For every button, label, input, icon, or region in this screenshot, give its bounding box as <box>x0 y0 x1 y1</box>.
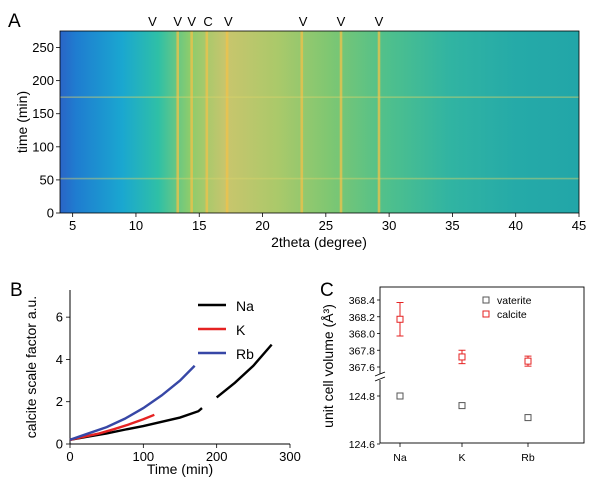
legend-swatch-calcite <box>482 310 490 318</box>
peak-marker-6: V <box>337 14 346 29</box>
panel-b-y-axis-label: calcite scale factor a.u. <box>23 296 39 438</box>
panel-label-a: A <box>8 11 21 32</box>
panel-b-y-ticks: 0 2 4 6 <box>56 310 70 452</box>
panel-c-scatter: 368.4 368.2 368.0 367.8 367.6 124.8 124.6 Na K R… <box>320 286 585 464</box>
y-tick-label-4: 200 <box>32 73 54 88</box>
c-x-tick-label-0: Na <box>393 452 407 464</box>
panel-label-c: C <box>320 280 334 301</box>
b-y-tick-label-3: 6 <box>56 310 63 325</box>
c-upper-tick-label-2: 368.0 <box>349 329 375 341</box>
heatmap-y-ticks: 0 50 100 150 200 250 <box>32 40 60 221</box>
heatmap-x-axis-label: 2theta (degree) <box>271 234 367 250</box>
peak-marker-2: V <box>187 14 196 29</box>
x-tick-label-2: 15 <box>192 218 206 233</box>
x-tick-label-6: 35 <box>445 218 459 233</box>
x-tick-label-1: 10 <box>129 218 143 233</box>
c-lower-tick-label-0: 124.8 <box>349 391 375 403</box>
x-tick-label-5: 30 <box>382 218 396 233</box>
peak-marker-7: V <box>375 14 384 29</box>
peak-line-4 <box>300 31 304 213</box>
legend-label-k: K <box>236 322 246 338</box>
legend-label-rb: Rb <box>236 346 254 362</box>
point-vaterite-rb <box>524 414 532 422</box>
y-tick-label-1: 50 <box>40 172 54 187</box>
heatmap-area <box>60 31 579 213</box>
y-tick-label-3: 150 <box>32 106 54 121</box>
b-y-tick-label-1: 2 <box>56 394 63 409</box>
panel-c-legend: vaterite calcite <box>482 295 532 321</box>
c-upper-tick-label-4: 367.6 <box>349 362 375 374</box>
b-x-tick-label-3: 300 <box>279 449 301 464</box>
heatmap-y-axis-label: time (min) <box>14 91 30 153</box>
panel-b-line-chart: 0 100 200 300 0 2 4 6 Na K Rb Time (min) calcite… <box>23 290 301 477</box>
b-y-tick-label-0: 0 <box>56 437 63 452</box>
peak-line-1 <box>190 31 193 213</box>
panel-b-legend: Na K Rb <box>198 298 254 362</box>
legend-label-calcite: calcite <box>497 309 527 321</box>
point-calcite-na <box>396 315 404 323</box>
b-y-tick-label-2: 4 <box>56 352 63 367</box>
b-x-tick-label-1: 100 <box>132 449 154 464</box>
point-calcite-rb <box>524 357 532 365</box>
peak-line-2 <box>205 31 209 213</box>
heatmap-time-bands <box>60 96 579 180</box>
y-tick-label-5: 250 <box>32 40 54 55</box>
x-tick-label-3: 20 <box>255 218 269 233</box>
peak-line-0 <box>176 31 180 213</box>
c-upper-tick-label-1: 368.2 <box>349 312 375 324</box>
panel-c-frame <box>379 286 585 444</box>
b-x-tick-label-0: 0 <box>66 449 73 464</box>
panel-b-series <box>69 343 273 441</box>
point-vaterite-na <box>396 392 404 400</box>
time-band-0 <box>60 96 579 98</box>
y-tick-label-2: 100 <box>32 139 54 154</box>
panel-b-x-ticks: 0 100 200 300 <box>66 444 301 464</box>
series-line-na-part2 <box>215 343 273 399</box>
heatmap-x-ticks: 5 10 15 20 25 30 35 40 45 <box>69 213 586 233</box>
heatmap-frame <box>59 30 580 214</box>
peak-marker-5: V <box>299 14 308 29</box>
panel-c-x-ticks: Na K Rb <box>393 443 535 464</box>
heatmap-peak-lines <box>176 31 381 213</box>
axis-break-marker <box>374 371 386 382</box>
b-x-tick-label-2: 200 <box>206 449 228 464</box>
panel-b-x-axis-label: Time (min) <box>147 461 213 477</box>
x-tick-label-7: 40 <box>508 218 522 233</box>
series-line-k <box>69 413 155 441</box>
peak-line-3 <box>225 31 229 213</box>
time-band-1 <box>60 177 579 180</box>
c-x-tick-label-1: K <box>458 452 465 464</box>
legend-label-vaterite: vaterite <box>497 295 532 307</box>
c-x-tick-label-2: Rb <box>521 452 535 464</box>
c-upper-tick-label-3: 367.8 <box>349 345 375 357</box>
x-tick-label-0: 5 <box>69 218 76 233</box>
c-upper-tick-label-0: 368.4 <box>349 295 375 307</box>
panel-c-y-axis-label: unit cell volume (Å³) <box>320 304 336 428</box>
peak-marker-1: V <box>173 14 182 29</box>
y-tick-label-0: 0 <box>47 206 54 221</box>
x-tick-label-8: 45 <box>572 218 586 233</box>
point-vaterite-k <box>458 402 466 410</box>
peak-marker-0: V <box>148 14 157 29</box>
series-line-rb <box>69 364 196 441</box>
peak-line-6 <box>377 31 381 213</box>
peak-marker-3: C <box>203 14 212 29</box>
peak-line-5 <box>339 31 343 213</box>
legend-label-na: Na <box>236 298 254 314</box>
legend-swatch-vaterite <box>482 296 490 304</box>
peak-marker-4: V <box>224 14 233 29</box>
c-lower-tick-label-1: 124.6 <box>349 439 375 451</box>
point-calcite-k <box>458 353 466 361</box>
x-tick-label-4: 25 <box>319 218 333 233</box>
panel-c-series <box>396 302 532 422</box>
panel-c-y-ticks: 368.4 368.2 368.0 367.8 367.6 124.8 124.6 <box>349 295 380 451</box>
panel-label-b: B <box>10 280 23 301</box>
